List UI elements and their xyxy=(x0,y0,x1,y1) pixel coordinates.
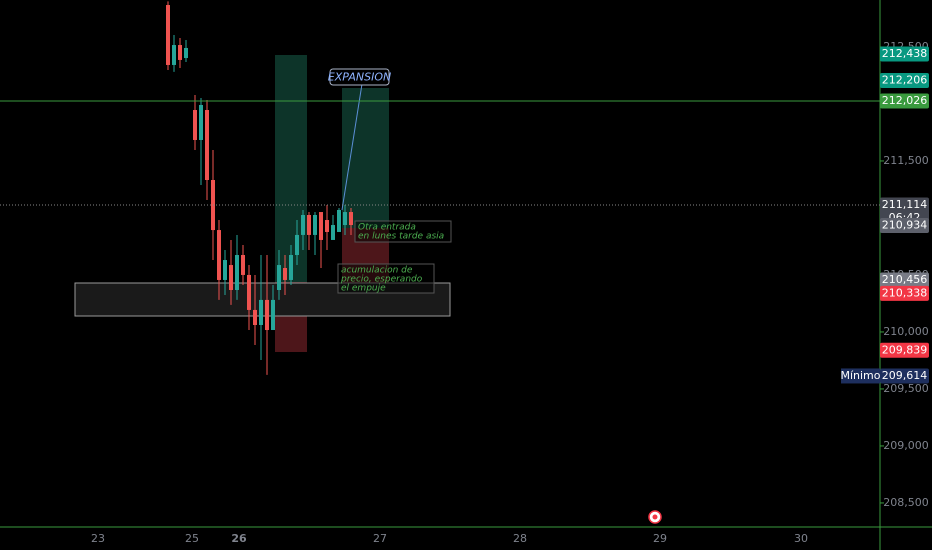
event-icon-dot xyxy=(652,514,658,520)
long-target-zone xyxy=(342,88,389,228)
candle-body xyxy=(283,268,287,280)
candle-body xyxy=(301,214,305,235)
note-line: precio, esperando xyxy=(340,275,423,285)
price-label-box xyxy=(880,93,929,109)
price-label: 209,839 xyxy=(882,343,928,356)
candle-body xyxy=(265,299,269,331)
candle-body xyxy=(319,212,323,240)
candle-body xyxy=(223,260,227,280)
note-box xyxy=(337,263,435,294)
candle-body xyxy=(229,265,233,291)
note-line: el empuje xyxy=(341,284,386,294)
price-label-box xyxy=(880,342,929,358)
candle-body xyxy=(247,274,251,310)
price-label-box xyxy=(880,217,929,233)
candle-body xyxy=(331,225,335,240)
candle-body xyxy=(178,45,182,60)
candle-body xyxy=(241,255,245,275)
y-tick-label: 210,000 xyxy=(883,325,929,338)
note-box xyxy=(354,220,452,243)
x-tick-label: 27 xyxy=(373,532,387,545)
arrow-line xyxy=(341,83,363,211)
price-label-box xyxy=(880,368,929,384)
price-label: 211,114 xyxy=(882,198,928,211)
note-line: acumulacion de xyxy=(341,266,413,276)
price-label: 212,206 xyxy=(882,73,928,86)
price-label-box xyxy=(880,72,929,88)
y-tick-label: 208,500 xyxy=(883,496,929,509)
x-tick-label: 28 xyxy=(513,532,527,545)
candle-body xyxy=(337,209,341,232)
candle-body xyxy=(184,47,188,59)
y-tick-label: 211,500 xyxy=(883,154,929,167)
candle-body xyxy=(172,45,176,65)
x-tick-label: 30 xyxy=(794,532,808,545)
price-label-box xyxy=(880,46,929,62)
x-tick-label: 29 xyxy=(653,532,667,545)
price-tag: Mínimo xyxy=(840,369,880,382)
candle-body xyxy=(271,299,275,331)
price-label: 210,934 xyxy=(882,218,928,231)
price-label: 212,026 xyxy=(882,94,928,107)
candle-body xyxy=(253,309,257,326)
candle-body xyxy=(295,234,299,256)
candle-body xyxy=(193,110,197,140)
candle-body xyxy=(313,214,317,235)
price-label: 209,614 xyxy=(882,369,928,382)
price-label-box xyxy=(880,285,929,301)
price-label: 212,438 xyxy=(882,47,928,60)
candle-body xyxy=(289,255,293,280)
candle-body xyxy=(277,265,281,291)
candles xyxy=(166,1,884,504)
candle-body xyxy=(205,110,209,180)
x-tick-label: 25 xyxy=(185,532,199,545)
x-tick-label: 26 xyxy=(231,532,247,545)
candle-body xyxy=(307,214,311,235)
expansion-label: EXPANSION xyxy=(328,71,391,84)
x-tick-label: 23 xyxy=(91,532,105,545)
price-label-box xyxy=(880,272,929,288)
candle-body xyxy=(325,220,329,232)
label-box xyxy=(329,68,390,86)
y-tick-label: 209,000 xyxy=(883,439,929,452)
candle-body xyxy=(343,212,347,226)
price-label: 210,456 xyxy=(882,273,928,286)
candle-body xyxy=(217,230,221,280)
note-line: en lunes tarde asia xyxy=(358,232,444,242)
candle-body xyxy=(349,212,353,226)
y-tick-label: 209,500 xyxy=(883,382,929,395)
candle-body xyxy=(166,5,170,65)
candle-body xyxy=(199,104,203,140)
price-label: 210,338 xyxy=(882,286,928,299)
candle-body xyxy=(259,299,263,326)
candle-body xyxy=(235,255,239,291)
long-target-zone xyxy=(275,55,307,282)
note-line: Otra entrada xyxy=(358,223,416,233)
price-tag-box xyxy=(841,368,880,384)
